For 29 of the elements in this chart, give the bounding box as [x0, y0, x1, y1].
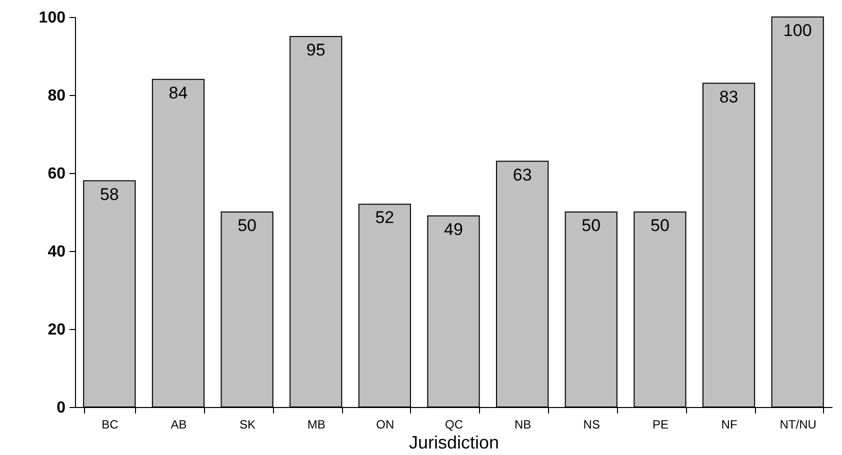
x-axis-title: Jurisdiction: [408, 432, 500, 452]
data-label: 49: [444, 220, 463, 239]
x-tick-label: BC: [102, 418, 119, 432]
data-label: 50: [238, 216, 257, 235]
x-tick-label: MB: [307, 418, 326, 432]
y-tick-label: 20: [48, 322, 66, 338]
x-tick-label: NT/NU: [780, 418, 816, 432]
x-tick-label: NF: [721, 418, 738, 432]
y-tick-label: 60: [48, 166, 66, 182]
y-tick-label: 0: [56, 400, 66, 416]
y-tick-label: 100: [38, 10, 66, 26]
data-label: 52: [375, 208, 394, 228]
data-label: 84: [168, 83, 188, 102]
data-label: 58: [100, 184, 119, 204]
data-label: 100: [783, 21, 812, 40]
data-label: 50: [582, 216, 601, 235]
data-label: 63: [512, 165, 532, 184]
data-label: 83: [719, 87, 738, 106]
x-tick-label: AB: [170, 418, 187, 432]
x-tick-label: NS: [583, 418, 600, 432]
x-tick-label: PE: [652, 418, 668, 432]
x-tick-label: ON: [376, 418, 394, 432]
x-tick-label: SK: [240, 418, 256, 432]
x-tick-label: QC: [445, 418, 464, 432]
data-label: 50: [650, 216, 670, 235]
y-tick-label: 80: [48, 88, 66, 104]
x-tick-label: NB: [514, 418, 532, 432]
data-label: 95: [306, 40, 326, 60]
y-tick-label: 40: [48, 244, 66, 260]
